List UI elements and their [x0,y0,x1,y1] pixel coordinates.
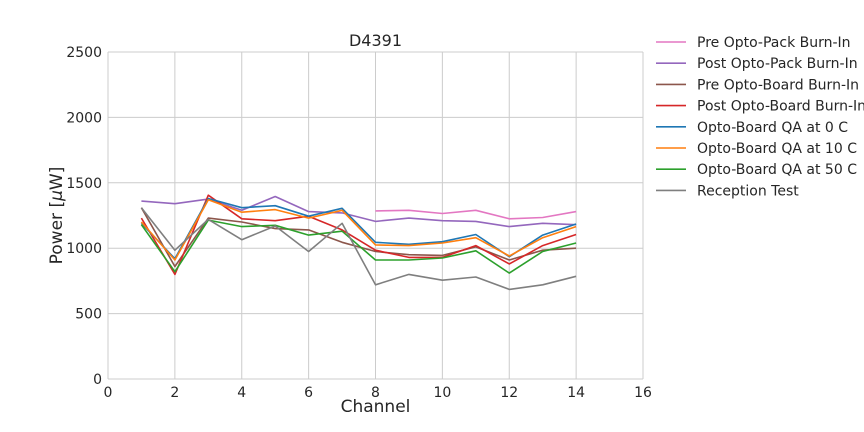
legend-label: Post Opto-Board Burn-In [697,99,864,115]
x-tick-label: 4 [237,385,246,401]
legend-label: Opto-Board QA at 10 C [697,141,857,157]
legend-label: Post Opto-Pack Burn-In [697,56,858,72]
y-tick-label: 2000 [66,110,102,126]
series-line [140,194,577,276]
legend-label: Reception Test [697,183,799,199]
y-tick-label: 1000 [66,241,102,257]
x-tick-label: 12 [500,385,518,401]
x-tick-label: 14 [567,385,585,401]
y-tick-label: 2500 [66,45,102,61]
y-tick-label: 0 [93,372,102,388]
legend-label: Pre Opto-Pack Burn-In [697,35,851,51]
legend-label: Opto-Board QA at 0 C [697,120,848,136]
y-tick-label: 1500 [66,176,102,192]
y-axis-label-unit-prefix: μ [47,190,67,202]
y-tick-label: 500 [75,307,102,323]
series-line [141,195,577,228]
y-axis-label-suffix: W] [47,167,67,190]
series-line [140,207,577,291]
legend: Pre Opto-Pack Burn-In Post Opto-Pack Burn… [656,35,864,199]
legend-label: Opto-Board QA at 50 C [697,162,857,178]
series-line [140,199,577,261]
x-tick-label: 6 [304,385,313,401]
legend-label: Pre Opto-Board Burn-In [697,77,859,93]
x-tick-label: 8 [371,385,380,401]
y-axis-label: Power [μW] [47,167,67,265]
series-line [140,219,577,274]
x-tick-label: 0 [104,385,113,401]
x-axis-label: Channel [341,397,411,417]
tick-labels: 0 2 4 6 8 10 12 14 16 0 500 1000 1500 2000 2500 [66,45,652,401]
grid [107,51,644,380]
chart-title: D4391 [349,31,402,50]
x-tick-label: 16 [634,385,652,401]
series-line [375,209,577,220]
x-tick-label: 2 [170,385,179,401]
series-layer [140,194,577,291]
series-line [140,207,577,268]
x-tick-label: 10 [433,385,451,401]
y-axis-label-prefix: Power [ [47,201,67,264]
